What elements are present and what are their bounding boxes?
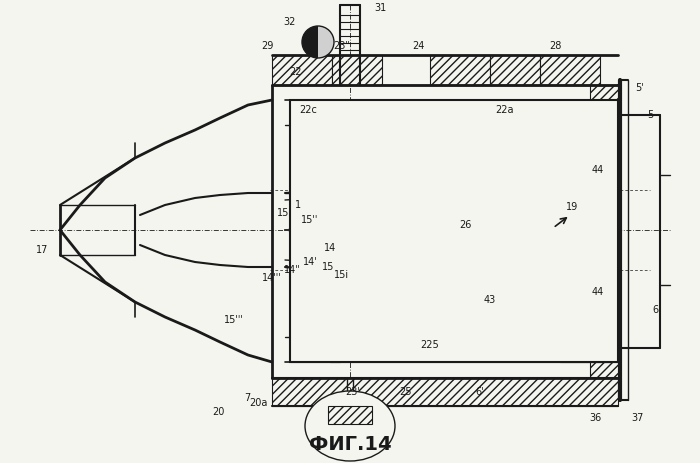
Text: 15'': 15'' [301,215,318,225]
Text: 20: 20 [212,407,224,417]
Text: 17: 17 [36,245,48,255]
Text: 22: 22 [288,67,301,77]
Bar [272,378,618,406]
Text: 23': 23' [346,387,360,397]
Text: 15i: 15i [335,270,349,280]
Text: 25: 25 [400,387,412,397]
Text: 20a: 20a [248,398,267,408]
Text: 37: 37 [632,413,644,423]
Text: 44: 44 [592,165,604,175]
Bar [290,100,618,362]
Text: 36: 36 [589,413,601,423]
Text: 44: 44 [592,287,604,297]
Bar [290,100,340,125]
Text: 5: 5 [647,110,653,120]
Text: 22c: 22c [299,105,317,115]
Text: 15: 15 [322,262,334,272]
Text: 14''': 14''' [262,273,282,283]
Bar [560,100,610,125]
Text: 6: 6 [652,305,658,315]
Text: 28: 28 [549,41,561,51]
Text: 22a: 22a [496,105,514,115]
Bar [540,250,590,285]
Text: 15''': 15''' [224,315,244,325]
Text: 26: 26 [458,220,471,230]
Text: 6': 6' [476,387,484,397]
Text: ФИГ.14: ФИГ.14 [309,436,391,455]
Text: 1: 1 [295,200,301,210]
Bar [600,210,620,260]
Bar [330,337,618,362]
Ellipse shape [305,391,395,461]
Circle shape [302,26,334,58]
Text: 29: 29 [261,41,273,51]
Text: 14: 14 [324,243,336,253]
Text: 24: 24 [412,41,424,51]
Text: 7: 7 [244,393,250,403]
Bar [272,55,332,85]
Text: 23": 23" [334,41,351,51]
Text: 32: 32 [284,17,296,27]
Text: 14': 14' [302,257,317,267]
Text: 31: 31 [374,3,386,13]
Bar [290,337,340,362]
Bar [328,406,372,424]
Text: 14": 14" [284,265,300,275]
Text: 5': 5' [636,83,645,93]
Bar [490,55,540,85]
Text: 43: 43 [484,295,496,305]
Bar [330,100,618,125]
Bar [590,85,620,115]
Text: 225: 225 [421,340,440,350]
Bar [540,175,590,210]
Bar [560,337,610,362]
Text: 15': 15' [276,208,291,218]
Text: 19: 19 [566,202,578,212]
Bar [540,55,600,85]
Bar [332,55,382,85]
Wedge shape [302,26,318,58]
Bar [430,55,490,85]
Bar [590,348,620,378]
